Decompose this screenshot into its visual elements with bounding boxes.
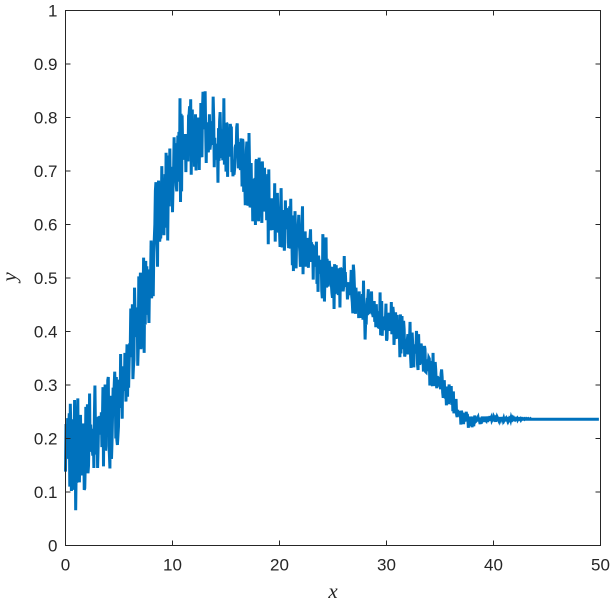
x-axis: 0 10 20 30 40 50 <box>61 10 610 575</box>
x-tick-label: 10 <box>163 556 182 575</box>
x-tick-label: 30 <box>377 556 396 575</box>
y-tick-label: 0.2 <box>34 430 58 449</box>
y-tick-label: 0.6 <box>34 216 58 235</box>
y-tick-label: 0.1 <box>34 483 58 502</box>
x-tick-label: 20 <box>270 556 289 575</box>
y-tick-label: 0.8 <box>34 109 58 128</box>
x-tick-label: 40 <box>484 556 503 575</box>
y-tick-label: 0.4 <box>34 323 58 342</box>
y-tick-label: 0.9 <box>34 55 58 74</box>
x-tick-label: 50 <box>591 556 610 575</box>
y-tick-label: 0.5 <box>34 269 58 288</box>
y-tick-label: 0.7 <box>34 162 58 181</box>
y-axis: 0 0.1 0.2 0.3 0.4 0.5 0.6 0.7 0.8 0.9 1 <box>34 2 601 556</box>
x-axis-label: x <box>327 579 338 603</box>
y-axis-label: y <box>0 272 21 284</box>
y-tick-label: 0 <box>48 537 57 556</box>
y-tick-label: 0.3 <box>34 376 58 395</box>
plot-area <box>64 91 599 511</box>
series-line-1 <box>64 91 599 511</box>
y-tick-label: 1 <box>48 2 57 21</box>
x-tick-label: 0 <box>61 556 70 575</box>
